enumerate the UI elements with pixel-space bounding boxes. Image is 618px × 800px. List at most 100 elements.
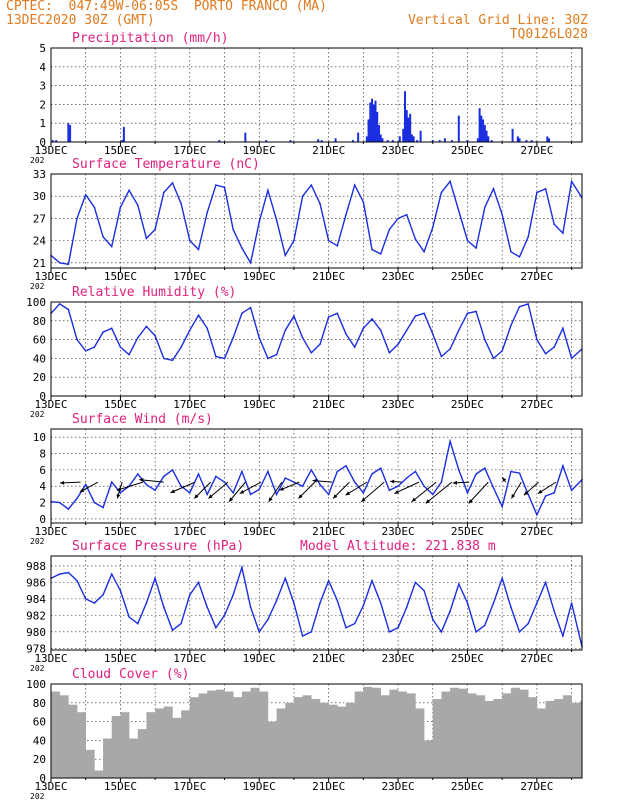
pres-point bbox=[136, 622, 139, 625]
precip-bar bbox=[443, 138, 446, 142]
wind-vector-head bbox=[390, 479, 395, 484]
x-tick-label: 19DEC bbox=[243, 144, 276, 157]
cloud-bar bbox=[389, 689, 399, 778]
cloud-bar bbox=[129, 738, 139, 778]
temp-point bbox=[267, 189, 269, 192]
pres-point bbox=[562, 635, 564, 637]
y-tick-label: 100 bbox=[26, 678, 46, 691]
cloud-bar bbox=[493, 699, 503, 778]
cloud-bar bbox=[354, 691, 364, 778]
temp-point bbox=[518, 256, 521, 258]
panel-title: Surface Temperature (nC) bbox=[72, 157, 260, 172]
rh-point bbox=[570, 357, 573, 360]
wind-vector-head bbox=[537, 489, 543, 494]
pres-point bbox=[466, 602, 469, 604]
pres-point bbox=[128, 616, 130, 618]
precip-bar bbox=[386, 140, 389, 142]
wind-vector-head bbox=[116, 487, 122, 491]
pres-point bbox=[440, 631, 443, 633]
temp-point bbox=[136, 204, 139, 206]
cloud-bar bbox=[398, 691, 408, 778]
x-tick-label: 21DEC bbox=[312, 144, 345, 157]
temp-point bbox=[206, 211, 208, 214]
x-tick-label: 27DEC bbox=[520, 398, 553, 411]
wind-point bbox=[67, 508, 70, 510]
cloud-bar bbox=[519, 689, 529, 778]
cloud-bar bbox=[267, 721, 277, 778]
precip-bar bbox=[371, 98, 374, 142]
rh-point bbox=[423, 312, 425, 315]
pres-point bbox=[492, 602, 495, 604]
precip-bar bbox=[391, 140, 394, 142]
precip-bar bbox=[402, 128, 405, 142]
temp-point bbox=[397, 217, 399, 220]
rh-point bbox=[93, 346, 96, 348]
header-code: TQ0126L028 bbox=[509, 27, 588, 42]
pres-point bbox=[232, 593, 235, 596]
wind-vector-head bbox=[394, 490, 399, 494]
wind-point bbox=[180, 485, 182, 488]
cloud-bar bbox=[94, 770, 104, 778]
wind-point bbox=[405, 477, 408, 479]
wind-point bbox=[466, 491, 469, 494]
x-tick-label: 19DEC bbox=[243, 652, 276, 665]
cloud-bar bbox=[536, 708, 546, 778]
x-tick-label: 25DEC bbox=[451, 525, 484, 538]
header-date: 13DEC2020 30Z (GMT) bbox=[6, 13, 155, 28]
wind-vector-head bbox=[194, 494, 199, 499]
cloud-bar bbox=[224, 691, 234, 778]
temp-point bbox=[119, 206, 122, 209]
pres-point bbox=[527, 622, 530, 625]
pres-point bbox=[336, 599, 339, 602]
x-tick-label: 27DEC bbox=[520, 144, 553, 157]
x-tick-label: 27DEC bbox=[520, 270, 553, 283]
y-tick-label: 2 bbox=[39, 497, 46, 510]
wind-point bbox=[327, 493, 330, 496]
pres-point bbox=[102, 593, 104, 596]
wind-point bbox=[93, 501, 96, 504]
temp-point bbox=[232, 228, 235, 231]
x-tick-label: 25DEC bbox=[451, 780, 484, 793]
wind-vector-head bbox=[268, 497, 273, 502]
wind-vector bbox=[345, 481, 368, 496]
wind-point bbox=[215, 475, 217, 478]
precip-bar bbox=[122, 126, 125, 142]
rh-point bbox=[293, 315, 295, 317]
wind-vector-head bbox=[116, 494, 121, 499]
rh-point bbox=[431, 333, 434, 335]
precip-bar bbox=[431, 140, 434, 142]
year-fragment: 202 bbox=[30, 410, 45, 419]
wind-point bbox=[145, 483, 148, 486]
precip-bar bbox=[457, 115, 460, 142]
wind-point bbox=[431, 493, 434, 496]
wind-vector-head bbox=[425, 499, 431, 504]
rh-point bbox=[110, 327, 113, 330]
precip-bar bbox=[55, 140, 58, 142]
pres-point bbox=[293, 602, 295, 604]
pres-point bbox=[76, 579, 78, 582]
y-tick-label: 21 bbox=[33, 257, 46, 270]
rh-point bbox=[171, 359, 174, 362]
rh-point bbox=[215, 355, 217, 358]
y-tick-label: 30 bbox=[33, 190, 46, 203]
wind-vector-head bbox=[523, 491, 529, 496]
temp-point bbox=[67, 263, 70, 266]
temp-point bbox=[319, 202, 321, 205]
x-tick-label: 13DEC bbox=[34, 525, 67, 538]
panel-frame bbox=[50, 301, 583, 397]
temp-point bbox=[223, 186, 226, 189]
cloud-bar bbox=[77, 712, 87, 778]
wind-point bbox=[371, 473, 373, 475]
rh-point bbox=[492, 357, 495, 360]
rh-point bbox=[258, 336, 261, 339]
cloud-bar bbox=[450, 687, 460, 778]
x-tick-label: 13DEC bbox=[34, 652, 67, 665]
x-tick-label: 25DEC bbox=[451, 652, 484, 665]
temp-point bbox=[405, 213, 408, 216]
temp-point bbox=[197, 248, 200, 251]
cloud-bar bbox=[181, 710, 191, 778]
wind-point bbox=[249, 493, 252, 496]
pres-point bbox=[327, 579, 330, 582]
cloud-bar bbox=[85, 749, 95, 778]
wind-vector-head bbox=[279, 486, 285, 491]
